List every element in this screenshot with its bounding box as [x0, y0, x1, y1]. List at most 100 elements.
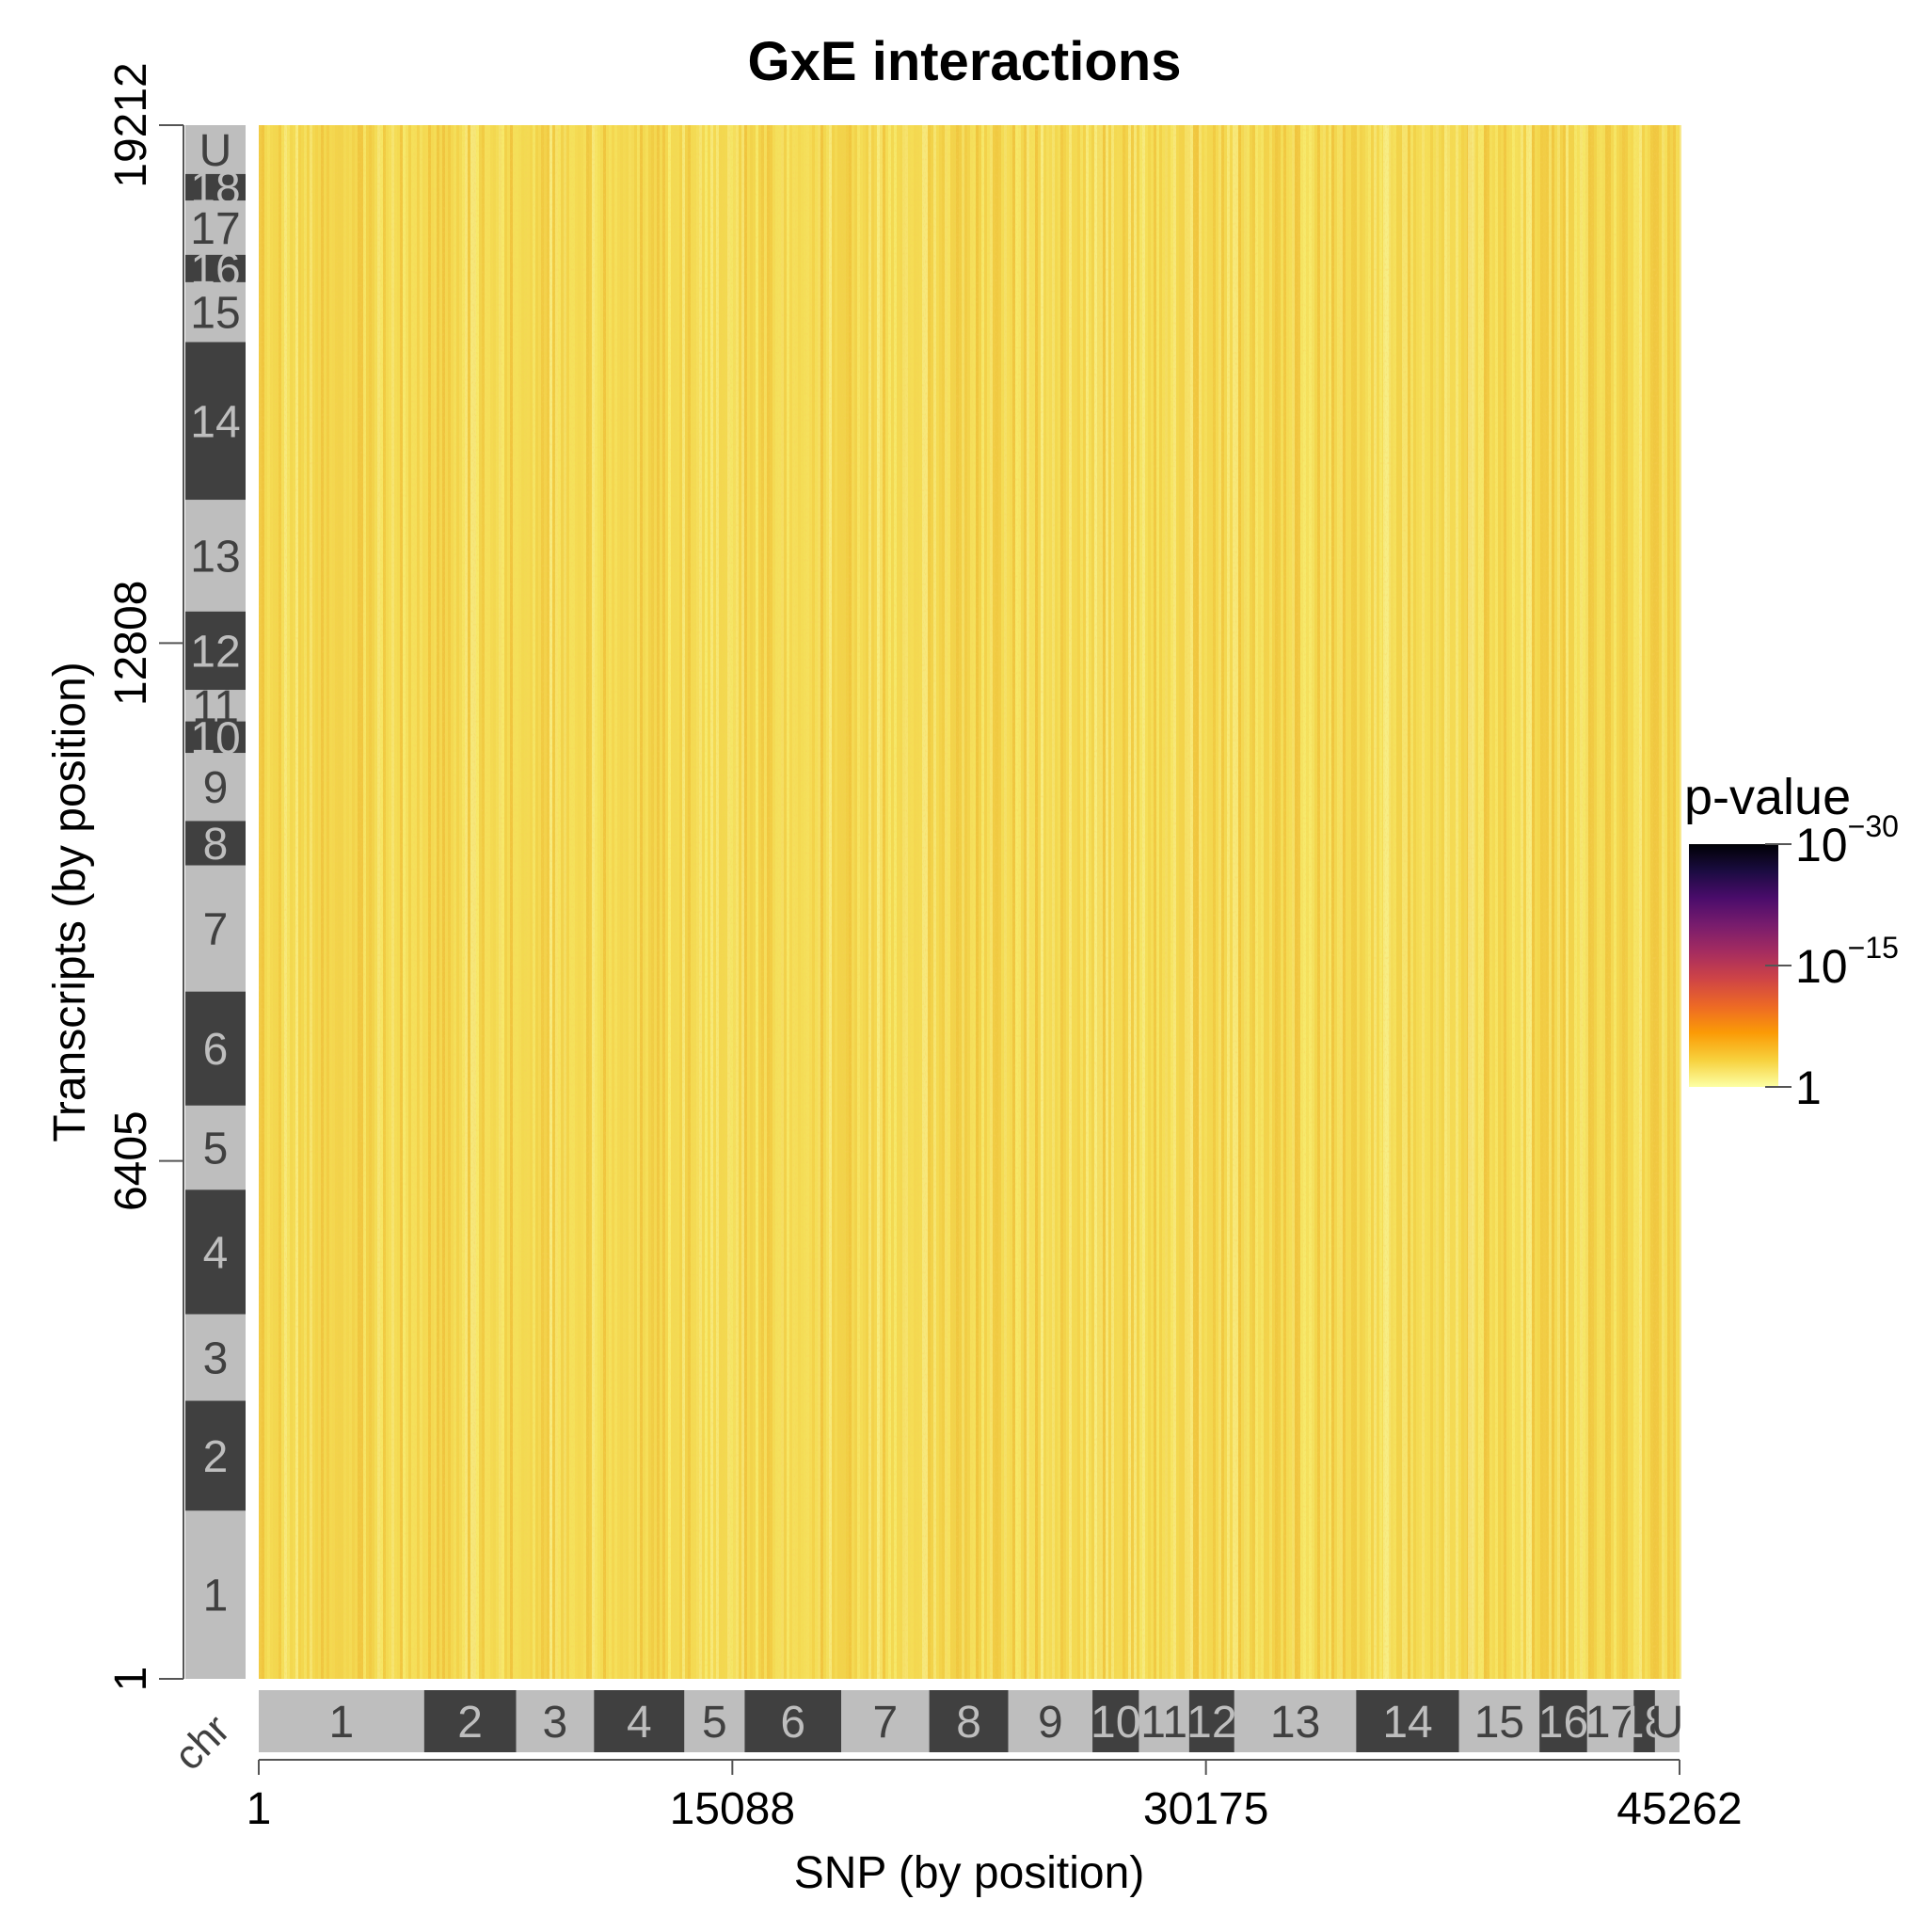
- y-chr-segment-17: [185, 200, 246, 255]
- x-chr-segment-7: [841, 1690, 930, 1752]
- y-chr-label-U: U: [199, 126, 232, 176]
- y-chr-segment-15: [185, 281, 246, 343]
- x-chr-segment-10: [1092, 1690, 1139, 1752]
- x-chr-label-2: 2: [457, 1698, 483, 1748]
- y-chr-label-5: 5: [203, 1124, 229, 1174]
- y-chr-label-7: 7: [203, 905, 229, 955]
- legend-title: p-value: [1684, 769, 1851, 825]
- x-axis: 1 15088 30175 45262: [247, 1759, 1743, 1834]
- legend-tick-label: 1: [1795, 1062, 1822, 1114]
- x-chr-segment-5: [684, 1690, 745, 1752]
- y-chr-label-6: 6: [203, 1025, 229, 1075]
- x-chr-label-11: 11: [1140, 1698, 1187, 1748]
- x-chr-label-7: 7: [873, 1698, 899, 1748]
- y-tick-label: 1: [106, 1667, 156, 1692]
- y-chr-label-12: 12: [190, 627, 240, 677]
- chart-title: GxE interactions: [748, 31, 1182, 92]
- x-chr-label-6: 6: [780, 1698, 805, 1748]
- x-chr-segment-17: [1586, 1690, 1634, 1752]
- y-chr-label-14: 14: [190, 397, 240, 447]
- x-chr-label-5: 5: [702, 1698, 727, 1748]
- y-chr-segment-3: [185, 1314, 246, 1401]
- x-tick-label: 30175: [1143, 1784, 1268, 1834]
- x-chr-segment-2: [423, 1690, 517, 1752]
- y-chr-segment-9: [185, 753, 246, 822]
- y-chr-segment-1: [185, 1510, 246, 1679]
- y-chr-label-15: 15: [190, 289, 240, 339]
- legend-ticks: 10−30 10−15 1: [1765, 809, 1899, 1114]
- y-chr-segment-7: [185, 865, 246, 992]
- x-chr-segment-8: [929, 1690, 1009, 1752]
- y-chr-label-3: 3: [203, 1333, 229, 1383]
- y-chr-label-10: 10: [190, 713, 240, 763]
- x-chr-label-13: 13: [1270, 1698, 1320, 1748]
- y-chr-segment-8: [185, 821, 246, 866]
- y-chr-label-11: 11: [192, 682, 239, 732]
- y-axis: 1 6405 12808 19212: [106, 62, 184, 1692]
- x-chr-segment-11: [1139, 1690, 1189, 1752]
- x-chr-label-1: 1: [329, 1698, 355, 1748]
- y-axis-label: Transcripts (by position): [45, 662, 95, 1142]
- y-tick-label: 19212: [106, 62, 156, 187]
- x-chr-segment-13: [1234, 1690, 1357, 1752]
- x-chr-label-12: 12: [1186, 1698, 1236, 1748]
- x-chr-segment-16: [1539, 1690, 1587, 1752]
- y-chr-label-1: 1: [203, 1572, 229, 1621]
- y-chr-segment-11: [185, 690, 246, 722]
- x-chr-label-16: 16: [1538, 1698, 1588, 1748]
- y-tick-label: 6405: [106, 1110, 156, 1211]
- y-chr-segment-6: [185, 991, 246, 1106]
- y-chr-segment-14: [185, 342, 246, 501]
- x-tick-label: 45262: [1616, 1784, 1742, 1834]
- x-chr-segment-9: [1008, 1690, 1093, 1752]
- x-tick-label: 1: [247, 1784, 272, 1834]
- x-chr-segment-3: [516, 1690, 595, 1752]
- legend-tick-label: 10−15: [1795, 931, 1899, 993]
- x-chr-label-3: 3: [543, 1698, 568, 1748]
- x-chr-segment-12: [1188, 1690, 1234, 1752]
- y-chr-segment-10: [185, 721, 246, 754]
- x-chr-label-4: 4: [627, 1698, 652, 1748]
- y-chr-label-2: 2: [203, 1432, 229, 1482]
- y-chr-segment-U: [185, 125, 246, 174]
- x-chr-label-8: 8: [956, 1698, 981, 1748]
- y-chr-label-17: 17: [190, 204, 240, 254]
- pvalue-legend: p-value 10−30 10−15 1: [1684, 769, 1899, 1114]
- y-chr-segment-16: [185, 254, 246, 282]
- y-chr-segment-2: [185, 1400, 246, 1511]
- y-tick-label: 12808: [106, 581, 156, 706]
- heatmap-stripe: [1679, 125, 1681, 1679]
- x-chr-label-10: 10: [1091, 1698, 1140, 1748]
- x-chr-segment-4: [594, 1690, 685, 1752]
- x-chr-label-U: U: [1651, 1698, 1684, 1748]
- chr-axis-label: chr: [166, 1706, 239, 1780]
- x-chr-label-14: 14: [1382, 1698, 1432, 1748]
- y-chr-label-8: 8: [203, 820, 229, 870]
- x-chr-segment-15: [1458, 1690, 1540, 1752]
- y-chr-label-13: 13: [190, 532, 240, 582]
- y-chr-label-4: 4: [203, 1228, 229, 1278]
- y-chr-segment-4: [185, 1190, 246, 1315]
- y-chr-label-9: 9: [203, 763, 229, 813]
- x-chr-segment-14: [1356, 1690, 1459, 1752]
- x-chr-segment-U: [1654, 1690, 1680, 1752]
- legend-tick-label: 10−30: [1795, 809, 1899, 871]
- x-chr-label-17: 17: [1585, 1698, 1635, 1748]
- x-chr-segment-1: [259, 1690, 424, 1752]
- heatmap-area: [259, 125, 1681, 1679]
- y-chr-segment-5: [185, 1105, 246, 1190]
- x-chr-segment-18: [1633, 1690, 1655, 1752]
- x-chr-label-15: 15: [1474, 1698, 1524, 1748]
- x-chr-segment-6: [744, 1690, 842, 1752]
- legend-colorbar: [1689, 844, 1778, 1087]
- x-axis-label: SNP (by position): [794, 1848, 1145, 1898]
- y-chr-segment-18: [185, 173, 246, 201]
- y-chr-segment-13: [185, 500, 246, 612]
- heatmap-noise: [259, 125, 1680, 1679]
- y-chr-segment-12: [185, 611, 246, 691]
- x-chr-label-9: 9: [1038, 1698, 1063, 1748]
